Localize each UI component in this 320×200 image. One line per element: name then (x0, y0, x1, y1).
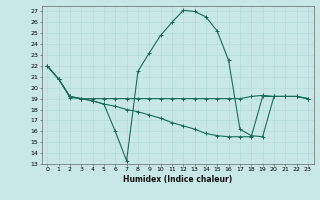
X-axis label: Humidex (Indice chaleur): Humidex (Indice chaleur) (123, 175, 232, 184)
